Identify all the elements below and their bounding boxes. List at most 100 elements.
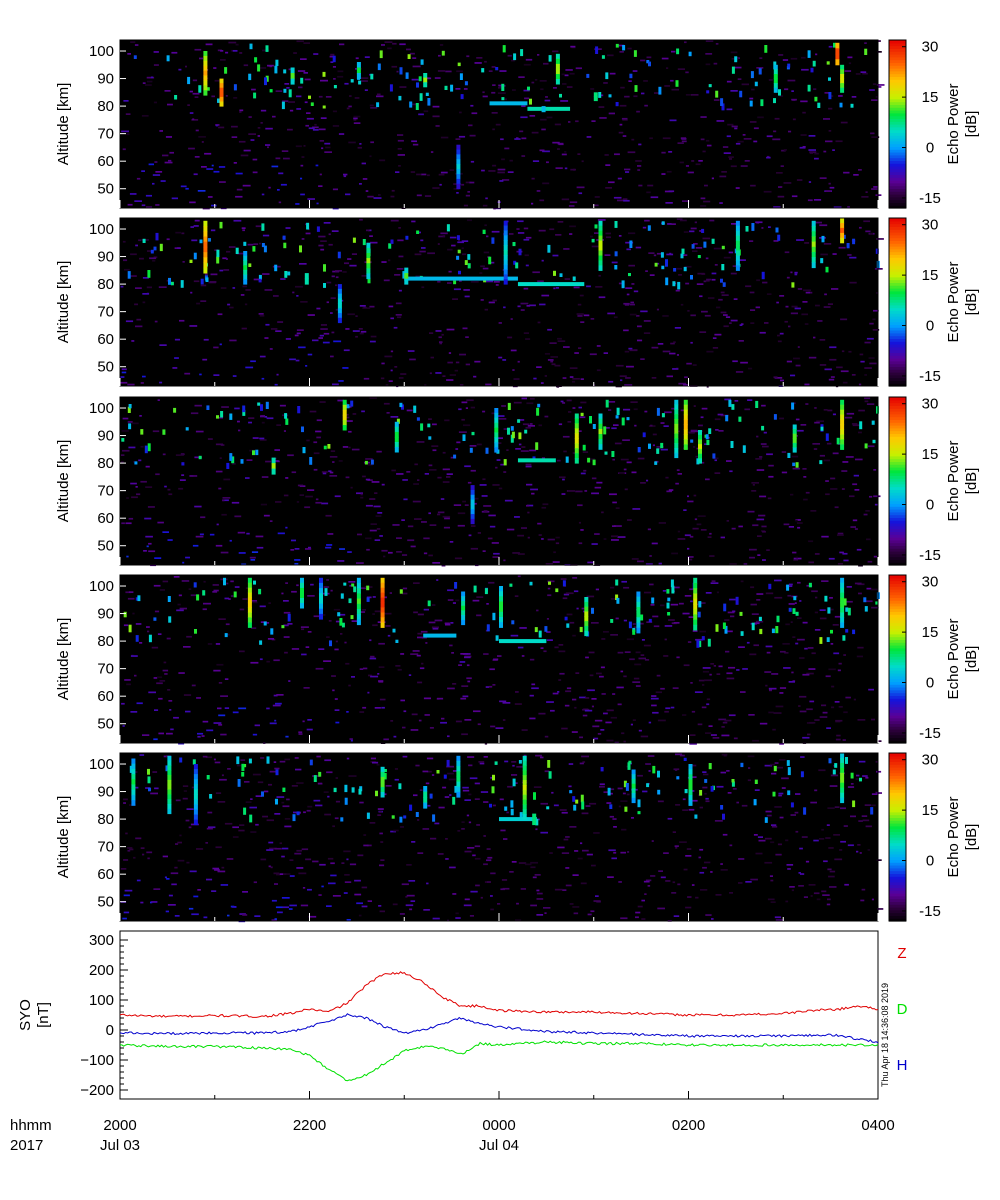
heatmap-cell (525, 463, 532, 466)
heatmap-cell (469, 134, 476, 137)
heatmap-feature (356, 593, 361, 600)
heatmap-cell (692, 364, 697, 366)
heatmap-cell (406, 48, 411, 51)
heatmap-cell (705, 257, 709, 260)
heatmap-cell (627, 851, 630, 853)
heatmap-cell (276, 873, 281, 876)
heatmap-cell (587, 913, 592, 916)
heatmap-cell (363, 834, 367, 836)
heatmap-cell (726, 460, 732, 462)
heatmap-cell (377, 512, 383, 514)
heatmap-cell (159, 381, 163, 384)
heatmap-cell (802, 146, 806, 148)
heatmap-cell (847, 56, 853, 59)
heatmap-cell (634, 424, 637, 427)
y-tick-label: 70 (97, 839, 114, 856)
heatmap-cell (754, 789, 760, 791)
heatmap-cell (823, 150, 827, 153)
heatmap-cell (556, 386, 560, 388)
colorbar-step (889, 820, 906, 824)
heatmap-cell (264, 416, 268, 418)
heatmap-echo (364, 460, 368, 465)
heatmap-cell (483, 505, 492, 507)
heatmap-cell (527, 425, 535, 427)
heatmap-cell (529, 658, 535, 661)
heatmap-echo (379, 50, 383, 59)
heatmap-cell (563, 593, 570, 596)
heatmap-cell (779, 332, 784, 335)
heatmap-echo (725, 415, 729, 422)
heatmap-cell (249, 806, 257, 809)
heatmap-cell (622, 135, 627, 137)
heatmap-cell (218, 682, 223, 684)
heatmap-cell (713, 665, 716, 667)
heatmap-cell (750, 586, 755, 589)
heatmap-cell (305, 646, 310, 648)
heatmap-cell (753, 644, 759, 647)
heatmap-cell (510, 318, 513, 320)
heatmap-cell (218, 714, 226, 717)
heatmap-cell (685, 906, 692, 909)
heatmap-feature (840, 617, 845, 623)
heatmap-cell (324, 151, 332, 153)
heatmap-cell (613, 851, 617, 854)
heatmap-feature (636, 591, 641, 598)
heatmap-cell (825, 480, 829, 482)
heatmap-cell (547, 538, 555, 541)
heatmap-feature (366, 263, 371, 269)
heatmap-cell (313, 441, 318, 444)
heatmap-cell (510, 349, 517, 352)
heatmap-feature (698, 448, 702, 455)
heatmap-cell (361, 77, 369, 79)
heatmap-cell (544, 912, 547, 914)
heatmap-echo (721, 245, 725, 250)
heatmap-feature (811, 262, 816, 269)
heatmap-cell (120, 376, 125, 378)
heatmap-echo (503, 459, 507, 466)
heatmap-cell (800, 873, 805, 875)
heatmap-echo (428, 436, 432, 440)
heatmap-echo (852, 629, 856, 635)
heatmap-cell (668, 151, 673, 153)
heatmap-cell (793, 557, 802, 560)
heatmap-feature (598, 265, 603, 271)
heatmap-cell (770, 841, 775, 844)
heatmap-cell (142, 277, 149, 279)
heatmap-echo (839, 102, 843, 108)
heatmap-cell (449, 169, 455, 171)
heatmap-echo (740, 631, 744, 636)
heatmap-cell (728, 714, 736, 717)
heatmap-cell (614, 442, 622, 445)
colorbar-step (889, 548, 906, 552)
heatmap-cell (145, 787, 150, 789)
heatmap-cell (709, 555, 715, 557)
heatmap-cell (795, 642, 799, 645)
heatmap-feature (203, 55, 208, 62)
heatmap-cell (449, 866, 456, 869)
heatmap-echo (513, 260, 517, 265)
heatmap-cell (324, 813, 331, 816)
heatmap-cell (357, 533, 362, 536)
heatmap-echo (462, 434, 466, 441)
heatmap-cell (218, 487, 222, 490)
heatmap-cell (379, 832, 383, 835)
heatmap-cell (564, 278, 570, 280)
heatmap-cell (199, 373, 202, 376)
heatmap-cell (665, 476, 669, 479)
heatmap-feature (840, 74, 845, 80)
heatmap-cell (174, 357, 179, 359)
heatmap-cell (299, 494, 304, 496)
colorbar-step (889, 234, 906, 239)
heatmap-cell (759, 495, 767, 498)
heatmap-cell (497, 903, 501, 905)
heatmap-echo (591, 238, 595, 243)
heatmap-cell (675, 847, 678, 849)
heatmap-cell (367, 463, 373, 466)
heatmap-cell (136, 318, 142, 321)
heatmap-cell (536, 366, 542, 368)
heatmap-cell (152, 259, 156, 262)
heatmap-cell (318, 95, 323, 98)
heatmap-cell (322, 472, 327, 475)
colorbar-step (889, 115, 906, 119)
heatmap-echo (288, 89, 292, 98)
